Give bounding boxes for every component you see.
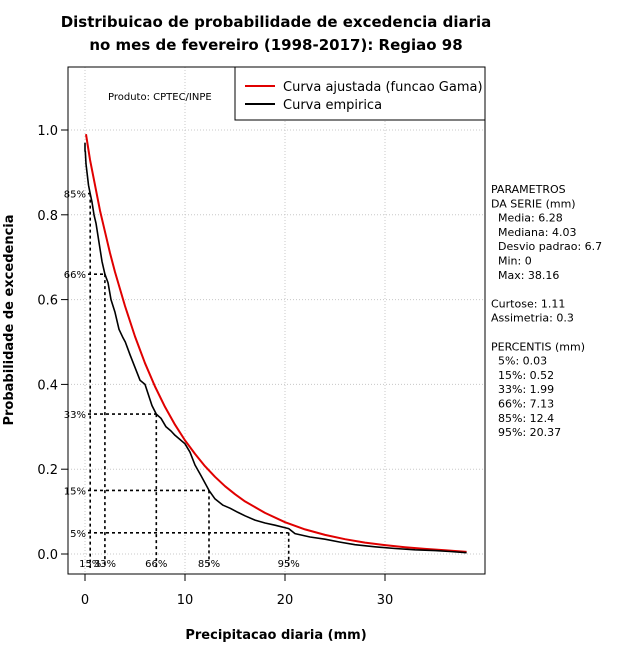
percentile-x-label: 33% [94,559,116,570]
panel-line: 33%: 1.99 [491,383,554,396]
y-tick-label: 0.2 [37,463,58,478]
panel-line: Min: 0 [491,255,532,268]
legend-box [234,66,486,121]
percentile-y-label: 85% [64,190,86,201]
percentile-y-label: 33% [64,410,86,421]
y-axis-label: Probabilidade de excedencia [2,214,17,425]
panel-line: Assimetria: 0.3 [491,312,574,325]
series-lines [84,134,467,554]
x-axis: 0 10 20 30 [81,574,393,608]
panel-line: Curtose: 1.11 [491,297,565,310]
percentile-x-label: 15% [79,559,101,570]
panel-line: PARAMETROS [491,183,566,196]
panel-line: Mediana: 4.03 [491,226,576,239]
panel-line: DA SERIE (mm) [491,197,576,210]
legend-label-fitted: Curva ajustada (funcao Gama) [283,80,483,95]
panel-line: Max: 38.16 [491,269,559,282]
percentile-y-label: 5% [70,529,86,540]
percentile-y-label: 66% [64,270,86,281]
panel-line: 5%: 0.03 [491,355,547,368]
x-tick-label: 20 [277,593,294,608]
y-tick-label: 0.8 [37,209,58,224]
panel-line: Desvio padrao: 6.7 [491,240,602,253]
chart-title-line-2: no mes de fevereiro (1998-2017): Regiao … [89,36,462,54]
legend-label-empirical: Curva empirica [283,98,382,113]
x-tick-label: 10 [177,593,194,608]
x-tick-label: 0 [81,593,89,608]
percentile-x-label: 95% [278,559,300,570]
fitted-gamma-curve [85,134,467,553]
x-tick-label: 30 [377,593,394,608]
chart-title-line-1: Distribuicao de probabilidade de exceden… [61,13,492,31]
percentile-y-label: 15% [64,486,86,497]
panel-line: 85%: 12.4 [491,412,554,425]
y-axis: 0.0 0.2 0.4 0.6 0.8 1.0 [37,124,68,563]
panel-line: 15%: 0.52 [491,369,554,382]
product-label: Produto: CPTEC/INPE [108,92,212,103]
y-tick-label: 1.0 [37,124,58,139]
panel-line: 66%: 7.13 [491,398,554,411]
y-tick-label: 0.6 [37,294,58,309]
y-tick-label: 0.0 [37,548,58,563]
panel-line: 95%: 20.37 [491,426,561,439]
empirical-curve [84,142,467,554]
x-axis-label: Precipitacao diaria (mm) [185,628,366,643]
legend: Curva ajustada (funcao Gama) Curva empir… [234,66,486,121]
y-tick-label: 0.4 [37,378,58,393]
panel-line: PERCENTIS (mm) [491,340,585,353]
percentile-x-label: 85% [198,559,220,570]
panel-line: Media: 6.28 [491,212,563,225]
percentile-guides: 85% 15% 66% 33% 33% 66% 15% 85% 5% 95% [64,190,300,570]
percentile-x-label: 66% [145,559,167,570]
